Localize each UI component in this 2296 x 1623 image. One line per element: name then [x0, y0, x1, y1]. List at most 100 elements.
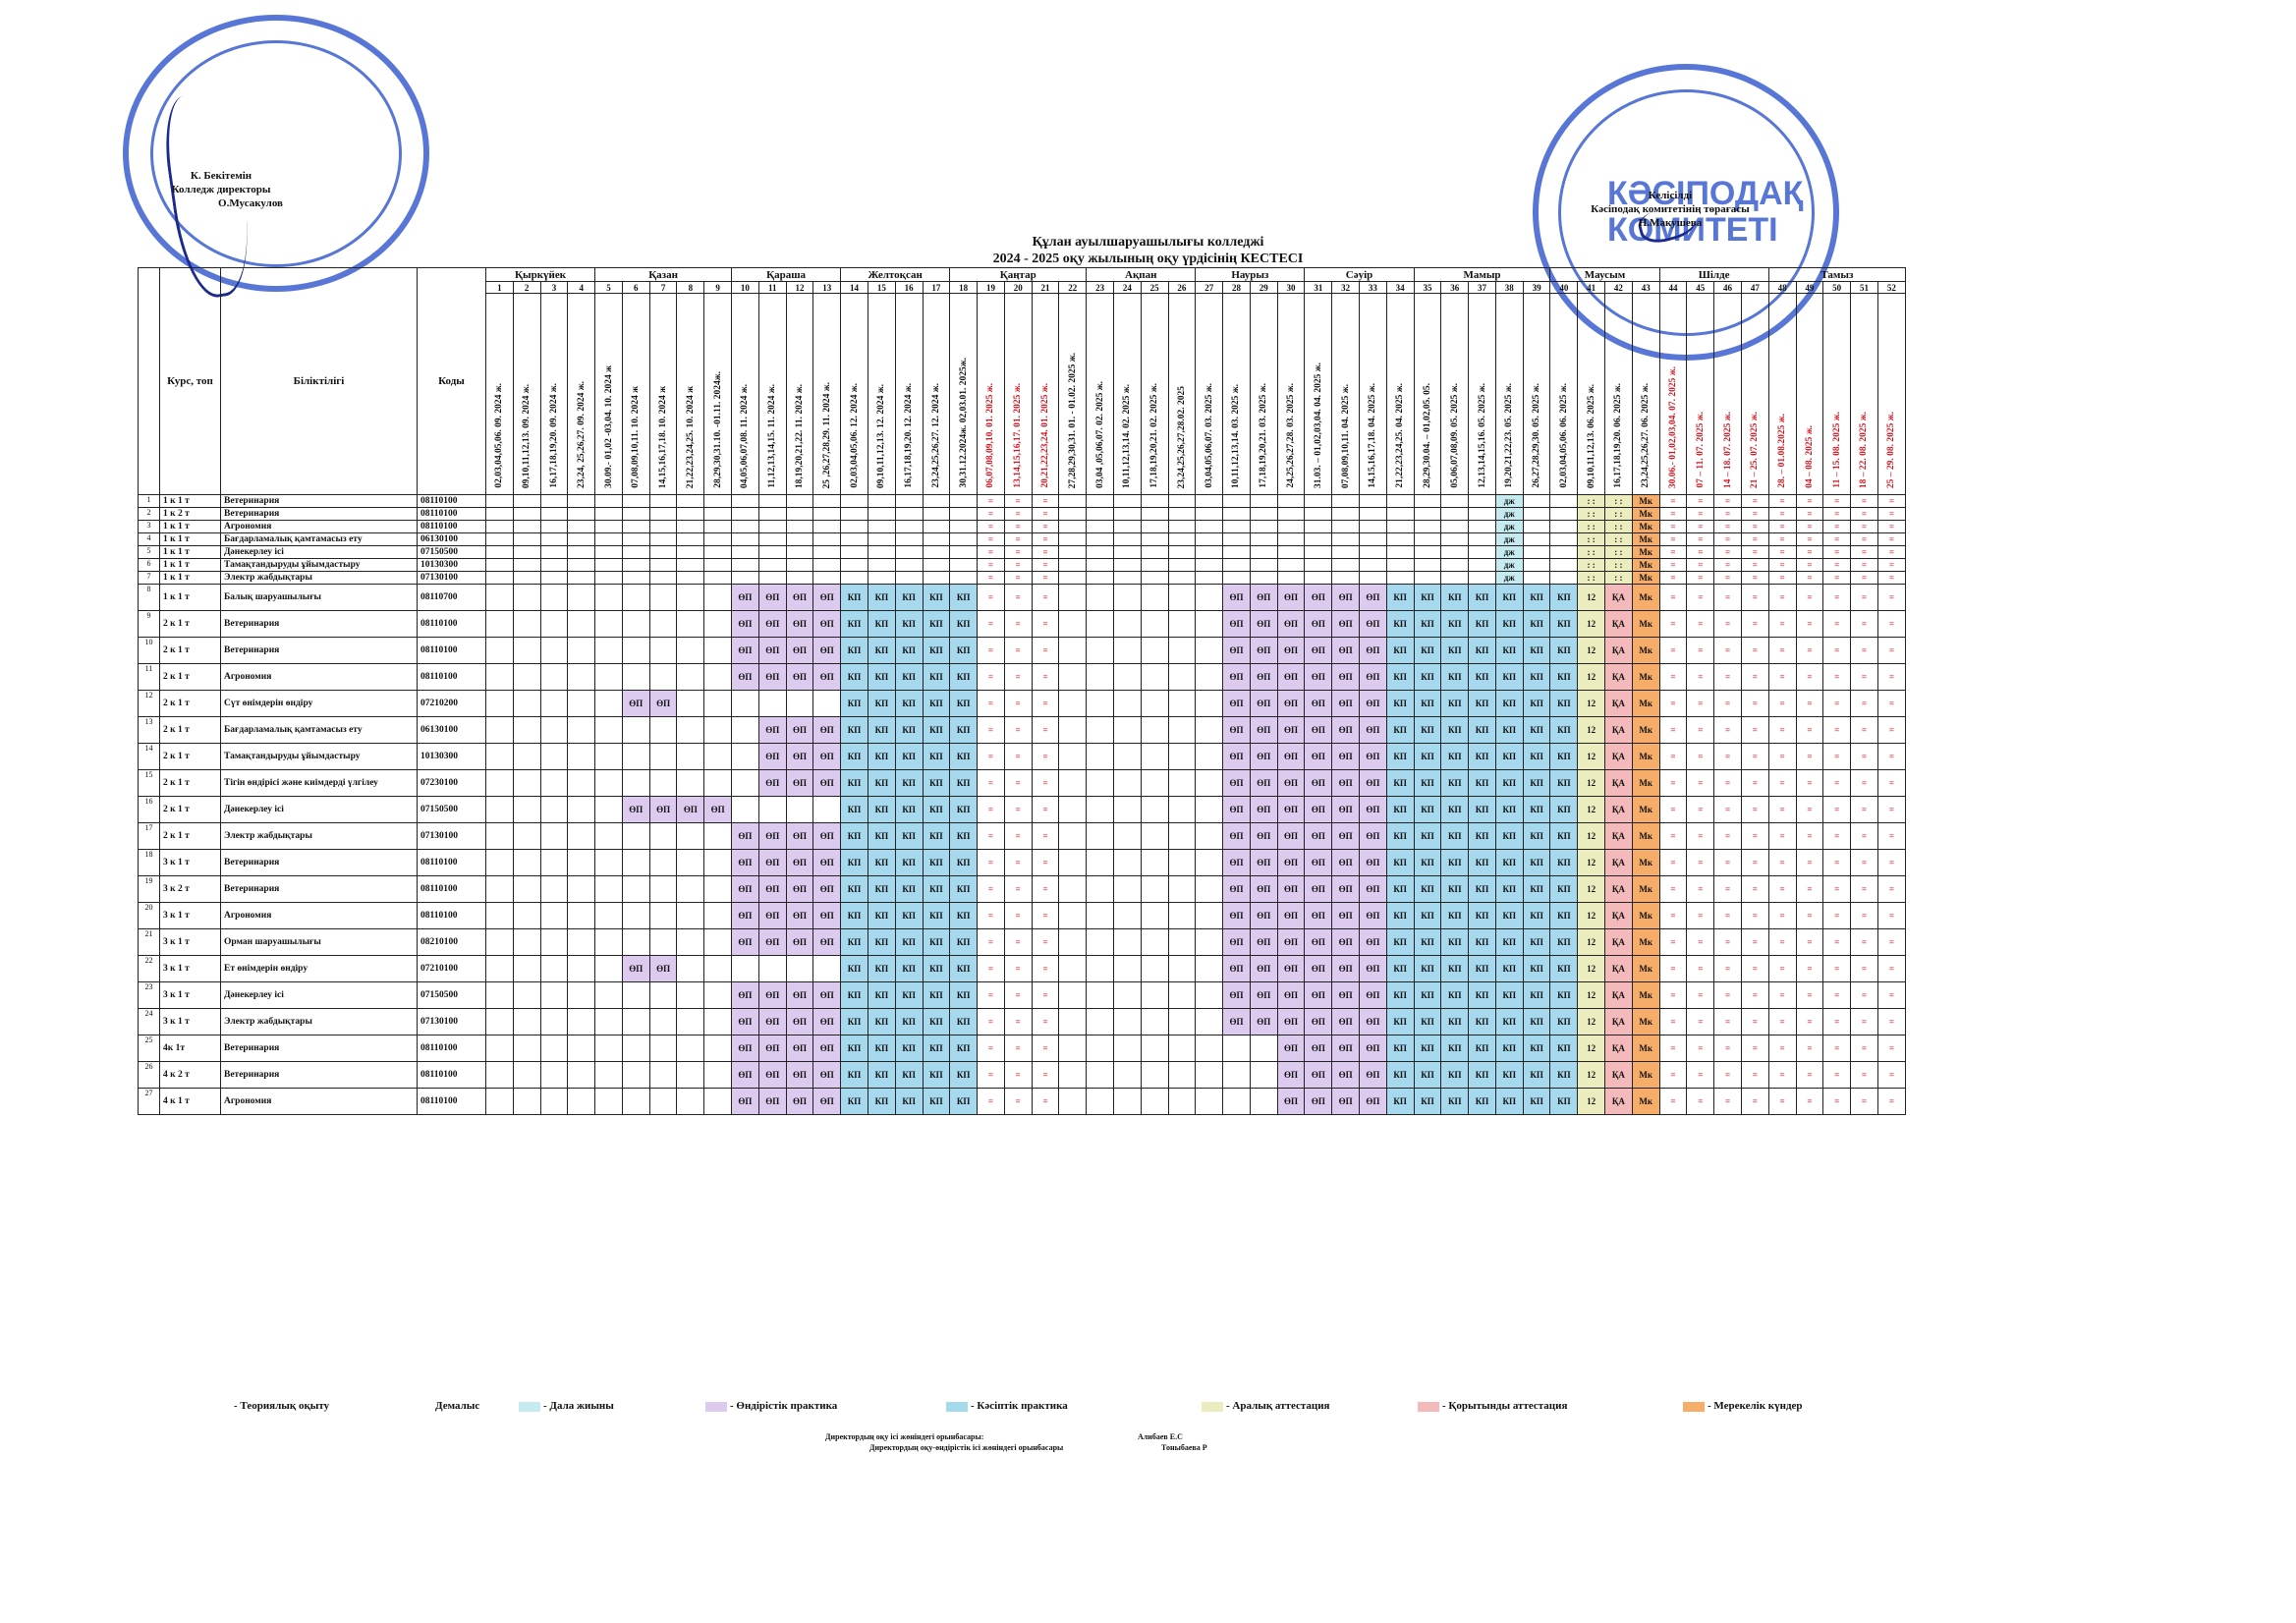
schedule-cell: КП — [894, 610, 924, 638]
schedule-cell — [1195, 796, 1224, 823]
schedule-cell: КП — [1468, 637, 1496, 664]
schedule-cell — [539, 902, 569, 929]
schedule-cell: Мк — [1631, 822, 1660, 850]
week-number: 46 — [1713, 281, 1742, 294]
schedule-cell — [621, 507, 650, 521]
week-date-label: 10,11,12,13,14. 03. 2025 ж. — [1231, 383, 1242, 488]
schedule-cell — [1222, 532, 1251, 546]
row-course: 1 к 2 т — [159, 507, 221, 521]
schedule-cell: 12 — [1577, 1035, 1606, 1062]
schedule-cell — [1140, 507, 1169, 521]
schedule-cell: ӨП — [1359, 1088, 1387, 1115]
week-date-label: 06,07,08,09,10. 01. 2025 ж. — [985, 383, 996, 488]
schedule-cell: = — [1003, 796, 1033, 823]
schedule-cell: = — [1822, 494, 1852, 508]
week-date-label: 20,21,22,23,24. 01. 2025 ж. — [1040, 383, 1051, 488]
schedule-cell: КП — [1385, 663, 1415, 691]
schedule-cell: КП — [1413, 822, 1442, 850]
schedule-cell: : : — [1604, 532, 1633, 546]
schedule-cell: ӨП — [812, 769, 842, 797]
week-date-label: 04,05,06,07,08. 11. 2024 ж. — [740, 383, 751, 488]
schedule-cell: КП — [1440, 849, 1470, 876]
schedule-cell — [485, 955, 514, 982]
schedule-cell: ӨП — [757, 1035, 787, 1062]
table-row: 21 3 к 1 т Орман шаруашылығы 08210100 ӨП ӨП ӨП… — [138, 928, 1907, 956]
schedule-cell: = — [1686, 875, 1715, 903]
schedule-cell: = — [1003, 822, 1033, 850]
week-date: 25 – 29. 08. 2025 ж. — [1876, 293, 1907, 495]
month-header: Қараша — [731, 267, 842, 282]
week-number: 42 — [1604, 281, 1633, 294]
schedule-cell: ӨП — [1359, 663, 1387, 691]
schedule-cell: = — [1686, 494, 1715, 508]
row-index: 20 — [138, 902, 160, 929]
schedule-cell: Мк — [1631, 875, 1660, 903]
schedule-cell — [1304, 507, 1333, 521]
week-number: 11 — [757, 281, 787, 294]
schedule-cell — [1086, 507, 1114, 521]
schedule-cell: ӨП — [1276, 955, 1306, 982]
legend-theory: - Теориялық оқыту — [234, 1400, 330, 1412]
schedule-cell: = — [977, 610, 1005, 638]
schedule-cell: ӨП — [731, 902, 759, 929]
row-course: 1 к 1 т — [159, 494, 221, 508]
schedule-cell: КП — [1468, 769, 1496, 797]
schedule-cell — [1468, 494, 1496, 508]
schedule-cell: = — [1822, 1088, 1852, 1115]
week-date: 14,15,16,17,18. 10. 2024 ж — [648, 293, 678, 495]
schedule-cell — [1058, 610, 1088, 638]
schedule-cell — [1140, 558, 1169, 572]
schedule-cell — [1222, 1061, 1251, 1089]
schedule-cell — [512, 532, 541, 546]
schedule-cell: = — [1767, 1088, 1797, 1115]
schedule-cell — [539, 1035, 569, 1062]
schedule-cell: КП — [1413, 849, 1442, 876]
schedule-cell — [1112, 637, 1142, 664]
schedule-cell — [1086, 769, 1114, 797]
schedule-cell — [1331, 571, 1360, 585]
schedule-cell: = — [1740, 584, 1769, 611]
schedule-cell — [703, 507, 733, 521]
schedule-cell — [1140, 743, 1169, 770]
schedule-cell: = — [1850, 849, 1878, 876]
schedule-cell: КП — [867, 928, 896, 956]
row-index: 1 — [138, 494, 160, 508]
week-date-label: 09,10,11,12,13. 06. 2025 ж. — [1586, 383, 1596, 488]
schedule-cell — [731, 743, 759, 770]
schedule-cell — [1112, 1061, 1142, 1089]
trade-union-stamp: КӘСІПОДАҚ КОМИТЕТІ — [1533, 64, 1839, 361]
week-number-row: 1 2 3 4 5 6 7 8 9 10 11 12 13 14 15 16 17 18 19 20 21 22 23 24 2… — [139, 281, 1907, 294]
schedule-cell — [1086, 928, 1114, 956]
schedule-cell — [567, 796, 596, 823]
schedule-cell: КП — [1549, 955, 1579, 982]
schedule-cell: ӨП — [1331, 902, 1360, 929]
schedule-cell: = — [1850, 663, 1878, 691]
schedule-cell: = — [1031, 743, 1060, 770]
schedule-cell — [1468, 507, 1496, 521]
schedule-cell: = — [1767, 822, 1797, 850]
schedule-cell — [648, 743, 678, 770]
schedule-cell: КП — [1522, 637, 1551, 664]
legend-qorytyndy: - Қорытынды аттестация — [1442, 1400, 1568, 1412]
schedule-cell — [1413, 545, 1442, 559]
row-course: 1 к 1 т — [159, 584, 221, 611]
schedule-cell — [1167, 690, 1197, 717]
week-date: 09,10,11,12,13. 06. 2025 ж. — [1577, 293, 1606, 495]
schedule-cell — [757, 545, 787, 559]
schedule-cell: КП — [922, 1061, 951, 1089]
week-number: 3 — [539, 281, 569, 294]
schedule-cell — [703, 875, 733, 903]
schedule-cell — [648, 822, 678, 850]
schedule-cell: ҚА — [1604, 875, 1633, 903]
week-date: 11,12,13,14,15. 11. 2024 ж. — [757, 293, 787, 495]
week-number: 1 — [485, 281, 514, 294]
schedule-cell — [1167, 1061, 1197, 1089]
schedule-cell — [539, 584, 569, 611]
schedule-cell: КП — [894, 928, 924, 956]
schedule-cell: КП — [1549, 743, 1579, 770]
schedule-cell: ӨП — [731, 1008, 759, 1035]
schedule-cell: = — [1658, 955, 1688, 982]
schedule-cell — [757, 507, 787, 521]
schedule-cell: ӨП — [757, 769, 787, 797]
